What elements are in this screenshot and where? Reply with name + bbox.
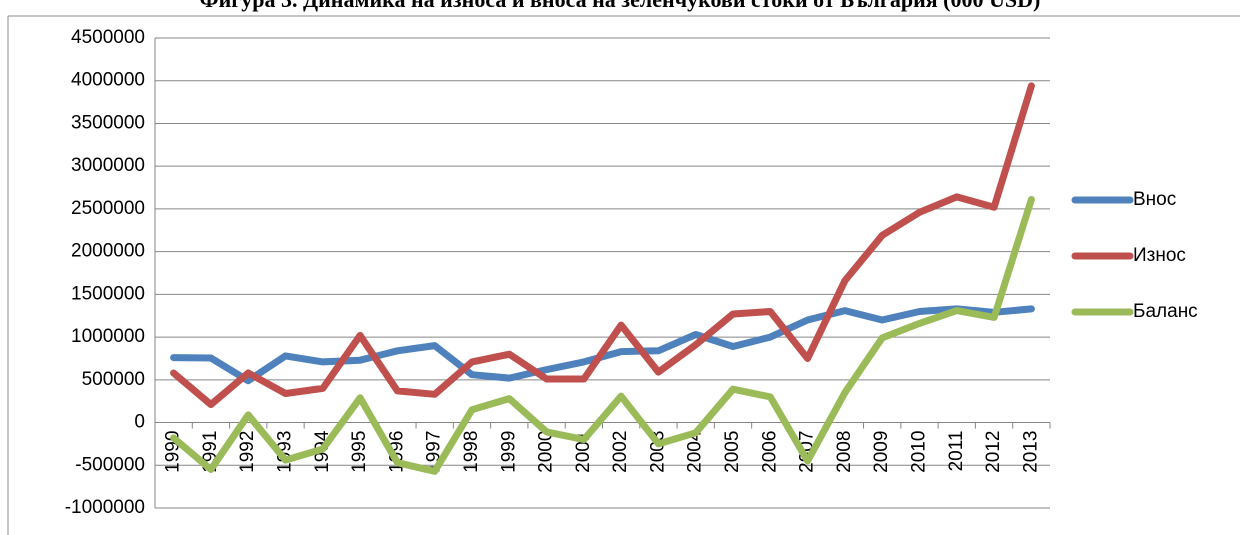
x-tick-label: 2000 [536, 431, 557, 473]
legend-label: Баланс [1133, 301, 1198, 322]
x-tick-label: 2006 [759, 431, 780, 473]
chart-title: Фигура 3. Динамика на износа и вноса на … [200, 0, 1041, 12]
y-tick-label: 2000000 [71, 241, 145, 262]
x-tick-label: 1995 [349, 431, 370, 473]
y-tick-label: 3000000 [71, 155, 145, 176]
y-tick-label: -1000000 [65, 497, 145, 518]
y-tick-label: 4000000 [71, 70, 145, 91]
y-tick-label: 2500000 [71, 198, 145, 219]
x-tick-label: 2008 [834, 431, 855, 473]
x-tick-label: 2010 [908, 431, 929, 473]
x-tick-label: 2002 [610, 431, 631, 473]
x-tick-label: 2009 [871, 431, 892, 473]
legend-label: Износ [1133, 245, 1186, 266]
y-tick-label: -500000 [75, 454, 145, 475]
y-tick-label: 3500000 [71, 112, 145, 133]
x-tick-label: 2011 [946, 431, 967, 472]
x-tick-label: 1998 [461, 431, 482, 473]
series-line [170, 305, 1035, 385]
x-tick-label: 1999 [498, 431, 519, 473]
series-line [170, 196, 1035, 475]
series-line [170, 82, 1035, 409]
legend-label: Внос [1133, 189, 1176, 210]
y-tick-label: 4500000 [71, 27, 145, 48]
x-tick-label: 2007 [797, 431, 818, 473]
x-tick-label: 2005 [722, 431, 743, 473]
x-tick-label: 2004 [685, 430, 706, 473]
x-tick-label: 2012 [983, 431, 1004, 473]
x-tick-label: 1992 [237, 431, 258, 473]
y-tick-label: 1500000 [71, 283, 145, 304]
y-tick-label: 1000000 [71, 326, 145, 347]
y-tick-label: 0 [134, 412, 145, 433]
x-tick-label: 2013 [1020, 431, 1041, 473]
y-tick-label: 500000 [82, 369, 145, 390]
